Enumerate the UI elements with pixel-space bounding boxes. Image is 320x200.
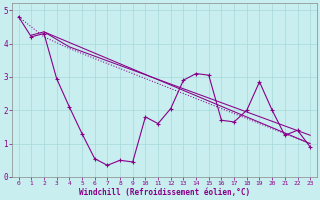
- X-axis label: Windchill (Refroidissement éolien,°C): Windchill (Refroidissement éolien,°C): [79, 188, 250, 197]
